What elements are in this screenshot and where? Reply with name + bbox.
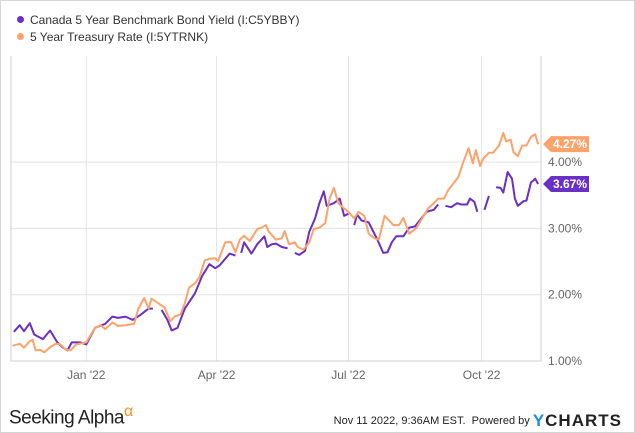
y-tick-label: 1.00% xyxy=(548,354,582,368)
legend-item-canada[interactable]: Canada 5 Year Benchmark Bond Yield (I:C5… xyxy=(17,12,300,29)
footer-credit: Nov 11 2022, 9:36AM EST. Powered by YCHA… xyxy=(334,411,622,431)
timestamp: Nov 11 2022, 9:36AM EST. xyxy=(333,415,466,427)
legend: Canada 5 Year Benchmark Bond Yield (I:C5… xyxy=(17,12,300,46)
powered-by: Powered by xyxy=(471,415,530,427)
x-tick-label: Oct '22 xyxy=(463,368,501,382)
last-value-tag xyxy=(543,136,589,153)
y-tick-label: 2.00% xyxy=(548,288,582,302)
series-line-0 xyxy=(13,171,539,352)
series-line-1 xyxy=(12,131,540,354)
x-tick-label: Apr '22 xyxy=(198,368,236,382)
y-tick-label: 3.00% xyxy=(548,221,582,235)
ycharts-logo[interactable]: YCHARTS xyxy=(532,411,622,430)
last-value-tag xyxy=(543,175,589,192)
plot-frame xyxy=(10,56,542,362)
legend-label: Canada 5 Year Benchmark Bond Yield (I:C5… xyxy=(30,13,300,27)
last-value-label: 3.67% xyxy=(553,177,587,191)
legend-marker-icon xyxy=(17,16,24,23)
legend-label: 5 Year Treasury Rate (I:5YTRNK) xyxy=(30,30,209,44)
last-value-label: 4.27% xyxy=(553,137,587,151)
legend-marker-icon xyxy=(17,33,24,40)
x-tick-label: Jul '22 xyxy=(331,368,366,382)
y-tick-label: 4.00% xyxy=(548,155,582,169)
x-tick-label: Jan '22 xyxy=(67,368,106,382)
legend-item-us-treasury[interactable]: 5 Year Treasury Rate (I:5YTRNK) xyxy=(17,29,300,46)
seeking-alpha-logo: Seeking Alphaα xyxy=(9,403,133,429)
